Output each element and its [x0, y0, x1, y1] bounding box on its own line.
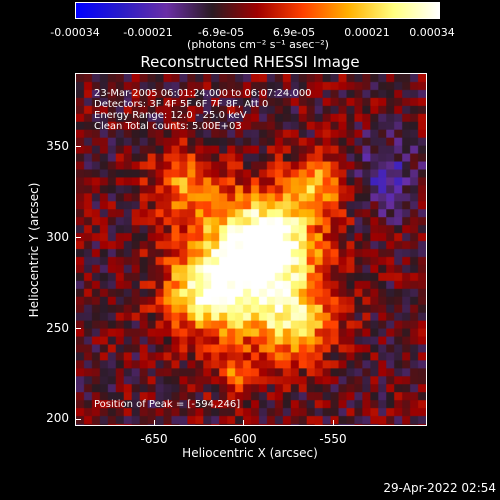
y-tick-label: 250 — [46, 321, 69, 335]
x-tick-mark — [154, 420, 155, 426]
y-tick-label: 300 — [46, 230, 69, 244]
colorbar — [75, 2, 440, 19]
info-line-time: 23-Mar-2005 06:01:24.000 to 06:07:24.000 — [94, 88, 312, 99]
x-tick-label: -600 — [229, 432, 257, 446]
x-tick-mark — [243, 420, 244, 426]
x-axis-label: Heliocentric X (arcsec) — [182, 446, 318, 460]
info-line-detectors: Detectors: 3F 4F 5F 6F 7F 8F, Att 0 — [94, 99, 269, 110]
timestamp: 29-Apr-2022 02:54 — [383, 481, 496, 495]
y-tick-mark — [75, 237, 81, 238]
y-tick-label: 350 — [46, 139, 69, 153]
peak-position-label: Position of Peak = [-594,246] — [94, 399, 241, 410]
heatmap-image — [76, 74, 426, 425]
colorbar-tick: 6.9e-05 — [272, 26, 316, 39]
colorbar-tick: -6.9e-05 — [197, 26, 245, 39]
colorbar-tick: -0.00021 — [123, 26, 173, 39]
info-line-energy: Energy Range: 12.0 - 25.0 keV — [94, 110, 247, 121]
x-tick-label: -550 — [319, 432, 347, 446]
y-tick-mark — [75, 328, 81, 329]
image-title: Reconstructed RHESSI Image — [140, 53, 360, 71]
heatmap-plot: 23-Mar-2005 06:01:24.000 to 06:07:24.000… — [75, 73, 427, 426]
y-axis-label: Heliocentric Y (arcsec) — [27, 182, 41, 318]
x-tick-mark — [333, 420, 334, 426]
info-line-counts: Clean Total counts: 5.00E+03 — [94, 121, 242, 132]
x-tick-label: -650 — [140, 432, 168, 446]
colorbar-tick: -0.00034 — [50, 26, 100, 39]
y-tick-mark — [75, 419, 81, 420]
y-tick-mark — [75, 146, 81, 147]
colorbar-tick: 0.00034 — [409, 26, 455, 39]
colorbar-tick: 0.00021 — [344, 26, 390, 39]
y-tick-label: 200 — [46, 411, 69, 425]
colorbar-unit-label: (photons cm⁻² s⁻¹ asec⁻²) — [187, 38, 329, 51]
